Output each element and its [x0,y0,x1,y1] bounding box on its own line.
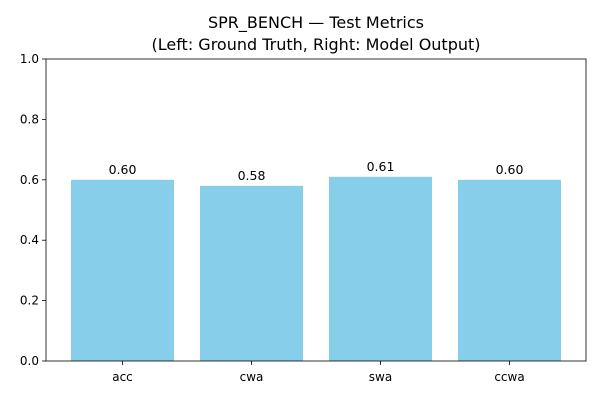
chart-subtitle: (Left: Ground Truth, Right: Model Output… [151,35,480,54]
x-tick-label-acc: acc [112,370,133,384]
y-tick-label-4: 0.8 [20,112,39,126]
y-tick-label-0: 0.0 [20,354,39,368]
bar-acc [71,179,174,361]
bar-ccwa [458,179,561,361]
y-tick-label-3: 0.6 [20,173,39,187]
bar-value-label-ccwa: 0.60 [496,162,524,177]
bar-value-label-cwa: 0.58 [238,168,266,183]
plot-area: 0.60 acc 0.58 cwa 0.61 swa 0.60 ccwa 0.0 0.2 0.4 0.… [20,52,587,384]
x-tick-label-ccwa: ccwa [494,370,524,384]
y-tick-label-5: 1.0 [20,52,39,66]
y-tick-label-2: 0.4 [20,233,39,247]
bar-value-label-swa: 0.61 [367,159,395,174]
bar-swa [329,176,432,361]
axes-frame [45,58,587,362]
bar-cwa [200,185,303,361]
y-tick-label-1: 0.2 [20,294,39,308]
chart-title: SPR_BENCH — Test Metrics [208,13,424,33]
x-tick-label-swa: swa [369,370,392,384]
bar-value-label-acc: 0.60 [109,162,137,177]
x-tick-label-cwa: cwa [240,370,264,384]
